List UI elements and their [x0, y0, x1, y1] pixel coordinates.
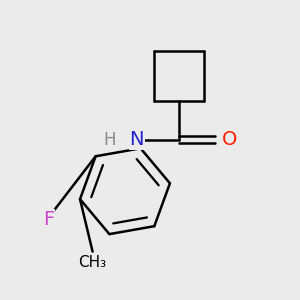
Text: CH₃: CH₃ — [79, 254, 106, 269]
Text: O: O — [222, 130, 238, 149]
Text: H: H — [103, 131, 116, 149]
Text: N: N — [130, 130, 144, 149]
Text: F: F — [43, 210, 54, 229]
